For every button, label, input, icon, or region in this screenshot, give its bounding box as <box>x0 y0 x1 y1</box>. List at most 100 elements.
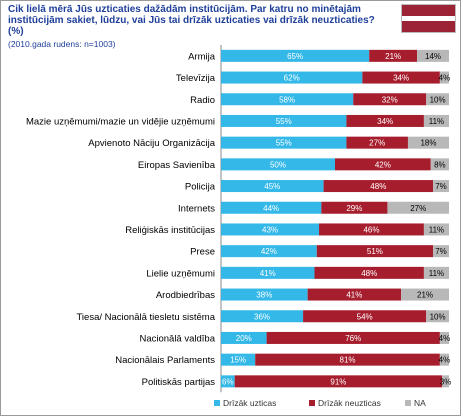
bar-dri-za-k-uzticas-lielie-uzn-e-mumi <box>221 266 315 279</box>
value-label-dri-za-k-neuzticas-naciona-lais-parlaments: 81% <box>340 356 356 365</box>
bar-na-mazie-uzn-e-mumi-mazie-un-vide-jie-uzn-e-mumi <box>423 114 449 127</box>
bar-dri-za-k-uzticas-relig-iska-s-institu-cijas <box>221 223 320 236</box>
legend-swatch-dri-za-k-uzticas <box>214 400 220 406</box>
value-label-na-mazie-uzn-e-mumi-mazie-un-vide-jie-uzn-e-mumi: 11% <box>429 117 444 126</box>
bar-dri-za-k-neuzticas-apvienoto-na-ciju-organiza-cija <box>346 136 408 149</box>
value-label-dri-za-k-uzticas-arodbiedri-bas: 38% <box>256 291 272 300</box>
bar-na-eiropas-savieni-ba <box>430 158 449 171</box>
bar-na-prese <box>433 245 449 258</box>
value-label-na-policija: 7% <box>435 182 447 191</box>
value-label-na-naciona-lais-parlaments: 4% <box>439 356 451 365</box>
bar-na-radio <box>426 93 449 106</box>
value-label-dri-za-k-uzticas-armija: 65% <box>287 52 303 61</box>
value-label-na-relig-iska-s-institu-cijas: 11% <box>429 225 444 234</box>
value-label-na-prese: 7% <box>435 247 447 256</box>
value-label-dri-za-k-uzticas-relig-iska-s-institu-cijas: 43% <box>262 225 278 234</box>
value-label-dri-za-k-uzticas-policija: 45% <box>264 182 280 191</box>
value-label-na-internets: 27% <box>410 204 426 213</box>
category-label-tiesa-naciona-la-tiesletu-siste-ma: Tiesa/ Nacionālā tiesletu sistēma <box>76 312 215 323</box>
bar-dri-za-k-neuzticas-lielie-uzn-e-mumi <box>314 266 424 279</box>
category-label-apvienoto-na-ciju-organiza-cija: Apvienoto Nāciju Organizācija <box>88 138 215 149</box>
bar-na-naciona-la-valdi-ba <box>439 331 449 344</box>
bar-dri-za-k-uzticas-naciona-la-valdi-ba <box>221 331 267 344</box>
value-label-na-tiesa-naciona-la-tiesletu-siste-ma: 10% <box>430 312 446 321</box>
bar-dri-za-k-neuzticas-naciona-lais-parlaments <box>255 353 440 366</box>
value-label-na-armija: 14% <box>425 52 441 61</box>
value-label-dri-za-k-uzticas-naciona-lais-parlaments: 15% <box>230 356 246 365</box>
value-label-dri-za-k-uzticas-radio: 58% <box>279 95 295 104</box>
bar-dri-za-k-neuzticas-prese <box>316 245 434 258</box>
legend-label-dri-za-k-uzticas: Drīzāk uzticas <box>223 398 276 408</box>
bar-dri-za-k-uzticas-eiropas-savieni-ba <box>221 158 335 171</box>
value-label-na-politiska-s-partijas: 3% <box>440 377 452 386</box>
bar-dri-za-k-neuzticas-arodbiedri-bas <box>307 288 402 301</box>
bar-na-apvienoto-na-ciju-organiza-cija <box>407 136 449 149</box>
value-label-dri-za-k-neuzticas-mazie-uzn-e-mumi-mazie-un-vide-jie-uzn-e-mumi: 34% <box>377 117 393 126</box>
category-label-armija: Armija <box>188 51 216 62</box>
bar-na-politiska-s-partijas <box>442 375 449 388</box>
chart-subtitle: (2010.gada rudens: n=1003) <box>8 39 116 49</box>
value-label-dri-za-k-uzticas-naciona-la-valdi-ba: 20% <box>236 334 252 343</box>
bar-dri-za-k-neuzticas-policija <box>323 180 434 193</box>
value-label-dri-za-k-neuzticas-televi-zija: 34% <box>393 74 409 83</box>
value-label-dri-za-k-uzticas-internets: 44% <box>263 204 279 213</box>
bar-na-armija <box>417 49 449 62</box>
bar-dri-za-k-uzticas-televi-zija <box>221 71 363 84</box>
bar-na-internets <box>387 201 449 214</box>
category-label-naciona-lais-parlaments: Nacionālais Parlaments <box>115 355 215 366</box>
bar-dri-za-k-neuzticas-televi-zija <box>362 71 440 84</box>
value-label-na-arodbiedri-bas: 21% <box>417 291 433 300</box>
bar-na-naciona-lais-parlaments <box>439 353 449 366</box>
bar-dri-za-k-neuzticas-armija <box>369 49 418 62</box>
bar-na-lielie-uzn-e-mumi <box>423 266 449 279</box>
value-label-dri-za-k-uzticas-tiesa-naciona-la-tiesletu-siste-ma: 36% <box>254 312 270 321</box>
bar-na-policija <box>433 180 449 193</box>
category-label-politiska-s-partijas: Politiskās partijas <box>142 377 216 388</box>
value-label-dri-za-k-uzticas-lielie-uzn-e-mumi: 41% <box>260 269 276 278</box>
category-label-naciona-la-valdi-ba: Nacionālā valdība <box>139 333 215 344</box>
bar-dri-za-k-uzticas-tiesa-naciona-la-tiesletu-siste-ma <box>221 310 304 323</box>
legend-swatch-dri-za-k-neuzticas <box>309 400 315 406</box>
category-label-prese: Prese <box>190 247 215 258</box>
bar-dri-za-k-neuzticas-politiska-s-partijas <box>234 375 443 388</box>
chart-title: Cik lielā mērā Jūs uzticaties dažādām in… <box>8 4 375 37</box>
value-label-dri-za-k-uzticas-televi-zija: 62% <box>284 74 300 83</box>
bar-na-relig-iska-s-institu-cijas <box>423 223 449 236</box>
bar-dri-za-k-uzticas-naciona-lais-parlaments <box>221 353 256 366</box>
value-label-dri-za-k-uzticas-politiska-s-partijas: 6% <box>222 377 234 386</box>
bar-dri-za-k-uzticas-arodbiedri-bas <box>221 288 308 301</box>
bar-na-arodbiedri-bas <box>401 288 449 301</box>
bar-dri-za-k-neuzticas-eiropas-savieni-ba <box>335 158 431 171</box>
value-label-dri-za-k-neuzticas-tiesa-naciona-la-tiesletu-siste-ma: 54% <box>357 312 373 321</box>
value-label-dri-za-k-neuzticas-radio: 32% <box>382 95 398 104</box>
value-label-dri-za-k-uzticas-mazie-uzn-e-mumi-mazie-un-vide-jie-uzn-e-mumi: 55% <box>276 117 292 126</box>
bar-dri-za-k-uzticas-armija <box>221 49 370 62</box>
value-label-dri-za-k-neuzticas-arodbiedri-bas: 41% <box>346 291 362 300</box>
bar-dri-za-k-uzticas-internets <box>221 201 322 214</box>
category-label-lielie-uzn-e-mumi: Lielie uzņēmumi <box>146 268 215 279</box>
value-label-dri-za-k-neuzticas-eiropas-savieni-ba: 42% <box>375 160 391 169</box>
bar-dri-za-k-uzticas-politiska-s-partijas <box>221 375 235 388</box>
category-label-internets: Internets <box>178 203 215 214</box>
category-label-policija: Policija <box>185 182 216 193</box>
legend-label-dri-za-k-neuzticas: Drīzāk neuzticas <box>318 398 381 408</box>
category-label-eiropas-savieni-ba: Eiropas Savienība <box>138 160 216 171</box>
bar-dri-za-k-neuzticas-tiesa-naciona-la-tiesletu-siste-ma <box>303 310 427 323</box>
bar-dri-za-k-neuzticas-internets <box>321 201 388 214</box>
value-label-dri-za-k-neuzticas-armija: 21% <box>385 52 401 61</box>
bar-dri-za-k-uzticas-radio <box>221 93 354 106</box>
value-label-dri-za-k-neuzticas-naciona-la-valdi-ba: 76% <box>345 334 361 343</box>
value-label-dri-za-k-neuzticas-politiska-s-partijas: 91% <box>330 377 346 386</box>
bar-dri-za-k-uzticas-prese <box>221 245 317 258</box>
value-label-dri-za-k-uzticas-prese: 42% <box>261 247 277 256</box>
value-label-na-radio: 10% <box>430 95 446 104</box>
value-label-na-apvienoto-na-ciju-organiza-cija: 18% <box>420 139 436 148</box>
bar-dri-za-k-neuzticas-relig-iska-s-institu-cijas <box>319 223 424 236</box>
bar-dri-za-k-uzticas-policija <box>221 180 324 193</box>
value-label-dri-za-k-uzticas-eiropas-savieni-ba: 50% <box>270 160 286 169</box>
value-label-dri-za-k-neuzticas-internets: 29% <box>346 204 362 213</box>
value-label-dri-za-k-neuzticas-lielie-uzn-e-mumi: 48% <box>361 269 377 278</box>
category-label-arodbiedri-bas: Arodbiedrības <box>156 290 215 301</box>
value-label-na-televi-zija: 4% <box>439 74 451 83</box>
